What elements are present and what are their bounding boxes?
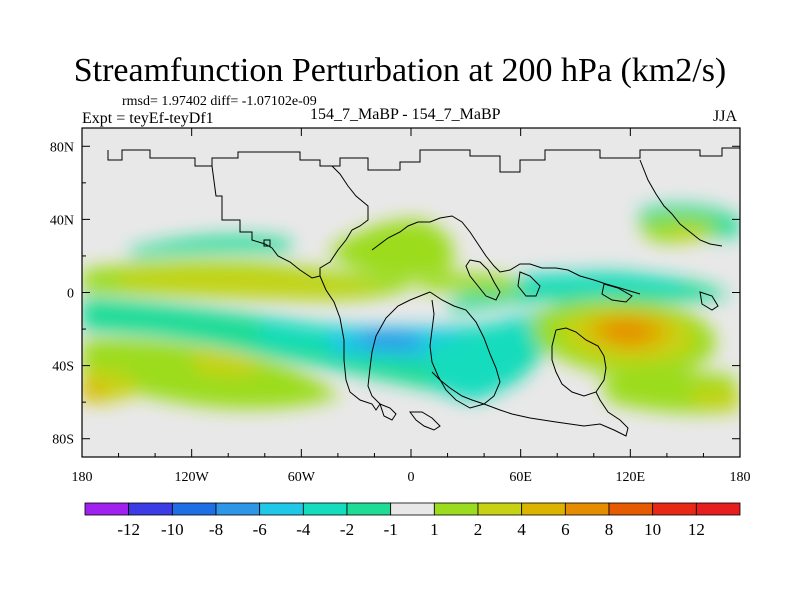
axis-ticks: 180 120W 60W 0 60E 120E 180 80N 40N 0 40S 80S bbox=[50, 128, 751, 485]
colorbar-swatch bbox=[259, 502, 304, 516]
x-tick-label: 180 bbox=[72, 470, 93, 485]
colorbar-swatch bbox=[433, 502, 479, 516]
colorbar-swatch bbox=[477, 502, 523, 516]
colorbar-label: -8 bbox=[209, 520, 223, 539]
colorbar-swatch bbox=[695, 502, 741, 516]
contour-fill-layer bbox=[82, 205, 740, 413]
colorbar-swatch bbox=[652, 502, 697, 516]
x-tick-label: 120W bbox=[175, 470, 210, 485]
colorbar-swatch bbox=[215, 502, 261, 516]
colorbar-label: -2 bbox=[340, 520, 354, 539]
colorbar-swatch bbox=[128, 502, 173, 516]
colorbar-swatch bbox=[390, 502, 435, 516]
colorbar-swatch bbox=[302, 502, 348, 516]
x-tick-label: 180 bbox=[730, 470, 751, 485]
colorbar-swatch bbox=[521, 502, 566, 516]
colorbar-label: 1 bbox=[430, 520, 439, 539]
stats-text: rmsd= 1.97402 diff= -1.07102e-09 bbox=[122, 94, 317, 109]
colorbar-swatch bbox=[84, 502, 130, 516]
x-tick-label: 0 bbox=[408, 470, 415, 485]
colorbar-swatch bbox=[608, 502, 654, 516]
x-tick-label: 120E bbox=[616, 470, 646, 485]
colorbar-label: 4 bbox=[517, 520, 526, 539]
colorbar-label: -1 bbox=[384, 520, 398, 539]
runs-label: 154_7_MaBP - 154_7_MaBP bbox=[310, 106, 501, 123]
chart-title: Streamfunction Perturbation at 200 hPa (… bbox=[73, 52, 727, 89]
colorbar-label: -10 bbox=[161, 520, 184, 539]
colorbar: -12 -10 -8 -6 -4 -2 -1 1 2 4 6 8 10 12 bbox=[84, 502, 741, 539]
experiment-label: Expt = teyEf-teyDf1 bbox=[82, 110, 214, 127]
colorbar-label: 8 bbox=[605, 520, 614, 539]
y-tick-label: 40S bbox=[52, 360, 74, 375]
colorbar-swatch bbox=[171, 502, 217, 516]
colorbar-label: -6 bbox=[253, 520, 267, 539]
colorbar-swatch bbox=[564, 502, 610, 516]
colorbar-label: 6 bbox=[561, 520, 570, 539]
colorbar-swatch bbox=[346, 502, 392, 516]
colorbar-label: 12 bbox=[688, 520, 705, 539]
season-label: JJA bbox=[713, 108, 738, 125]
colorbar-label: -4 bbox=[296, 520, 311, 539]
y-tick-label: 40N bbox=[50, 213, 74, 228]
x-tick-label: 60E bbox=[509, 470, 532, 485]
colorbar-label: 2 bbox=[474, 520, 483, 539]
y-tick-label: 80N bbox=[50, 140, 74, 155]
x-tick-label: 60W bbox=[288, 470, 316, 485]
colorbar-label: -12 bbox=[117, 520, 140, 539]
coastline-layer bbox=[107, 147, 740, 437]
y-tick-label: 0 bbox=[67, 287, 74, 302]
colorbar-label: 10 bbox=[644, 520, 661, 539]
y-tick-label: 80S bbox=[52, 433, 74, 448]
